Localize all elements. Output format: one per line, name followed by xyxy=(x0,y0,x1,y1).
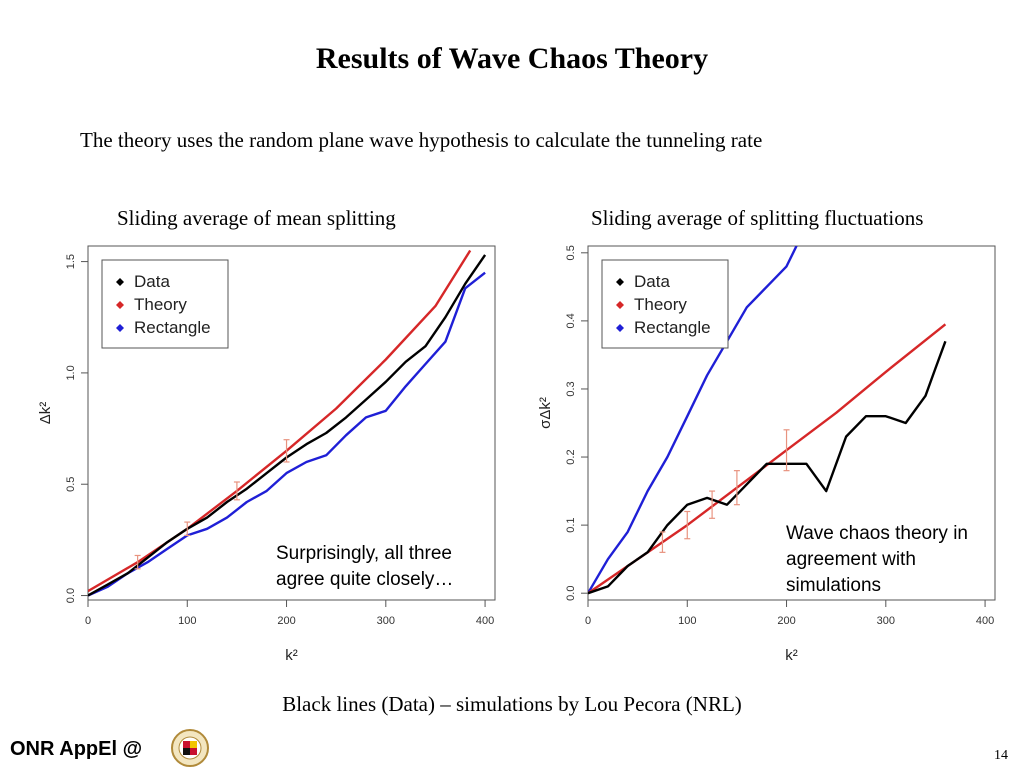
chart-splitting-fluctuations: 0 100 200 300 400 0.0 0.1 0.2 0.3 0.4 0.5 k² σΔk² Dat… xyxy=(530,238,1000,678)
annotation-line: agree quite closely… xyxy=(276,569,453,590)
page-number: 14 xyxy=(994,748,1008,763)
x-tick-label: 0 xyxy=(585,615,591,627)
y-tick-label: 0.3 xyxy=(565,381,577,396)
x-tick-label: 100 xyxy=(678,615,696,627)
error-bar xyxy=(134,554,141,570)
legend-label-data: Data xyxy=(634,272,670,291)
x-axis-label: k² xyxy=(785,647,798,664)
x-axis-label: k² xyxy=(285,647,298,664)
annotation-line: agreement with xyxy=(786,549,916,570)
plot-frame xyxy=(87,245,496,601)
chart-legend: Data Theory Rectangle xyxy=(601,259,729,349)
error-bar xyxy=(684,510,691,540)
chart-annotation: Wave chaos theory in agreement with simula… xyxy=(786,523,968,596)
y-axis-label: Δk² xyxy=(37,402,54,425)
legend-marker-rectangle xyxy=(116,324,124,332)
x-tick-label: 200 xyxy=(277,615,295,627)
legend-label-rectangle: Rectangle xyxy=(134,318,211,337)
y-tick-label: 0.1 xyxy=(565,517,577,532)
slide-subtitle: The theory uses the random plane wave hy… xyxy=(80,128,763,152)
annotation-line: simulations xyxy=(786,575,881,596)
y-tick-label: 0.0 xyxy=(65,588,77,603)
x-tick-label: 400 xyxy=(476,615,494,627)
plot-area xyxy=(588,246,947,595)
annotation-line: Surprisingly, all three xyxy=(276,543,452,564)
y-tick-label: 0.5 xyxy=(565,245,577,260)
legend-marker-data xyxy=(116,278,124,286)
series-line-data xyxy=(588,340,947,595)
x-tick-label: 200 xyxy=(777,615,795,627)
chart-mean-splitting: 0 100 200 300 400 0.0 0.5 1.0 1.5 k² Δk² Data Theory… xyxy=(30,238,500,678)
plot-area xyxy=(88,249,487,597)
error-bar xyxy=(659,531,666,553)
legend-marker-theory xyxy=(616,301,624,309)
footnote: Black lines (Data) – simulations by Lou … xyxy=(282,692,742,716)
legend-marker-data xyxy=(616,278,624,286)
error-bar xyxy=(184,521,191,537)
x-tick-label: 400 xyxy=(976,615,994,627)
x-tick-label: 100 xyxy=(178,615,196,627)
slide-title: Results of Wave Chaos Theory xyxy=(315,42,709,75)
chart-legend: Data Theory Rectangle xyxy=(101,259,229,349)
chart-annotation: Surprisingly, all three agree quite close… xyxy=(276,543,453,590)
x-tick-label: 300 xyxy=(377,615,395,627)
series-line-rectangle xyxy=(88,271,486,597)
chart-svg: 0 100 200 300 400 0.0 0.5 1.0 1.5 k² Δk² Data Theory… xyxy=(37,245,496,664)
plot-frame xyxy=(587,245,996,601)
legend-marker-rectangle xyxy=(616,324,624,332)
error-bar xyxy=(783,429,790,472)
y-tick-label: 0.5 xyxy=(65,477,77,492)
y-tick-label: 1.5 xyxy=(65,254,77,269)
y-tick-label: 0.2 xyxy=(565,449,577,464)
y-axis-label: σΔk² xyxy=(537,397,554,429)
university-seal-logo xyxy=(171,729,209,767)
y-tick-label: 1.0 xyxy=(65,365,77,380)
series-line-rectangle xyxy=(588,246,798,594)
legend-marker-theory xyxy=(116,301,124,309)
legend-label-data: Data xyxy=(134,272,170,291)
annotation-line: Wave chaos theory in xyxy=(786,523,968,544)
legend-label-rectangle: Rectangle xyxy=(634,318,711,337)
legend-label-theory: Theory xyxy=(134,295,187,314)
x-tick-label: 300 xyxy=(877,615,895,627)
chart-svg: 0 100 200 300 400 0.0 0.1 0.2 0.3 0.4 0.5 k² σΔk² Dat… xyxy=(537,245,996,664)
x-tick-label: 0 xyxy=(85,615,91,627)
y-tick-label: 0.4 xyxy=(565,313,577,328)
error-bar xyxy=(233,481,240,501)
chart-caption-splitting-fluctuations: Sliding average of splitting fluctuation… xyxy=(591,206,924,230)
y-tick-label: 0.0 xyxy=(565,586,577,601)
brand-label: ONR AppEl @ xyxy=(10,738,143,760)
chart-caption-mean-splitting: Sliding average of mean splitting xyxy=(117,206,396,230)
error-bar xyxy=(709,490,716,519)
error-bar xyxy=(733,470,740,506)
legend-label-theory: Theory xyxy=(634,295,687,314)
error-bar xyxy=(283,439,290,463)
